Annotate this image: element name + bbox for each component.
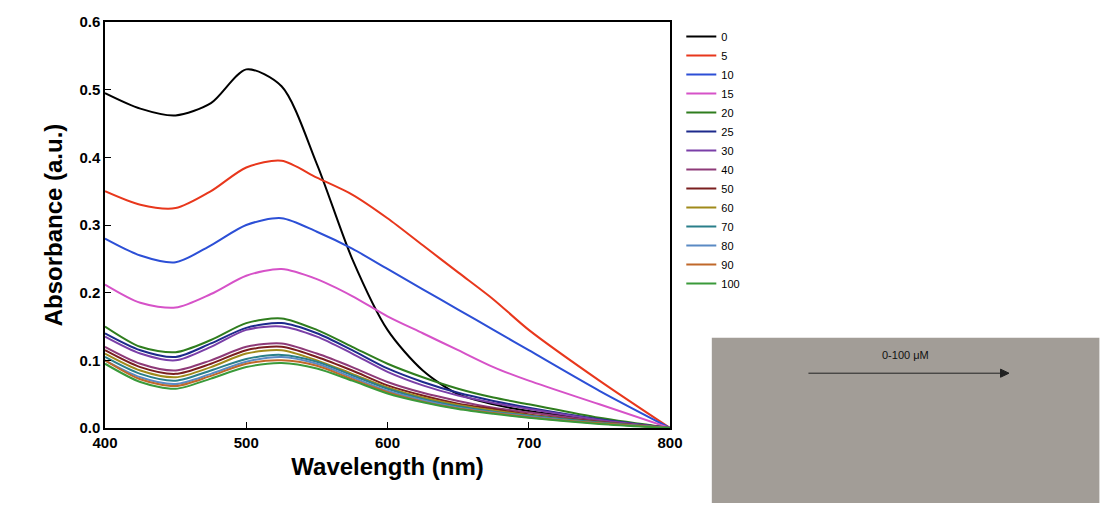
svg-text:Wavelength (nm): Wavelength (nm) — [291, 453, 483, 480]
svg-text:700: 700 — [516, 434, 541, 451]
svg-text:80: 80 — [721, 240, 733, 252]
svg-text:100: 100 — [721, 278, 739, 290]
svg-text:90: 90 — [721, 259, 733, 271]
svg-text:30: 30 — [721, 145, 733, 157]
svg-text:0: 0 — [721, 31, 727, 43]
svg-text:0.2: 0.2 — [79, 284, 100, 301]
svg-text:0.1: 0.1 — [79, 352, 100, 369]
svg-text:5: 5 — [721, 50, 727, 62]
svg-text:20: 20 — [721, 107, 733, 119]
svg-text:60: 60 — [721, 202, 733, 214]
svg-text:40: 40 — [721, 164, 733, 176]
svg-text:600: 600 — [375, 434, 400, 451]
svg-text:800: 800 — [657, 434, 682, 451]
svg-text:0.5: 0.5 — [79, 81, 100, 98]
svg-text:500: 500 — [234, 434, 259, 451]
svg-text:0-100 μM: 0-100 μM — [882, 349, 929, 361]
svg-text:25: 25 — [721, 126, 733, 138]
svg-text:Absorbance (a.u.): Absorbance (a.u.) — [40, 124, 67, 327]
svg-text:0.3: 0.3 — [79, 216, 100, 233]
svg-text:0.0: 0.0 — [79, 419, 100, 436]
svg-text:50: 50 — [721, 183, 733, 195]
svg-text:70: 70 — [721, 221, 733, 233]
svg-text:10: 10 — [721, 69, 733, 81]
svg-text:0.4: 0.4 — [79, 149, 101, 166]
svg-text:400: 400 — [92, 434, 117, 451]
svg-text:0.6: 0.6 — [79, 13, 100, 30]
svg-text:15: 15 — [721, 88, 733, 100]
